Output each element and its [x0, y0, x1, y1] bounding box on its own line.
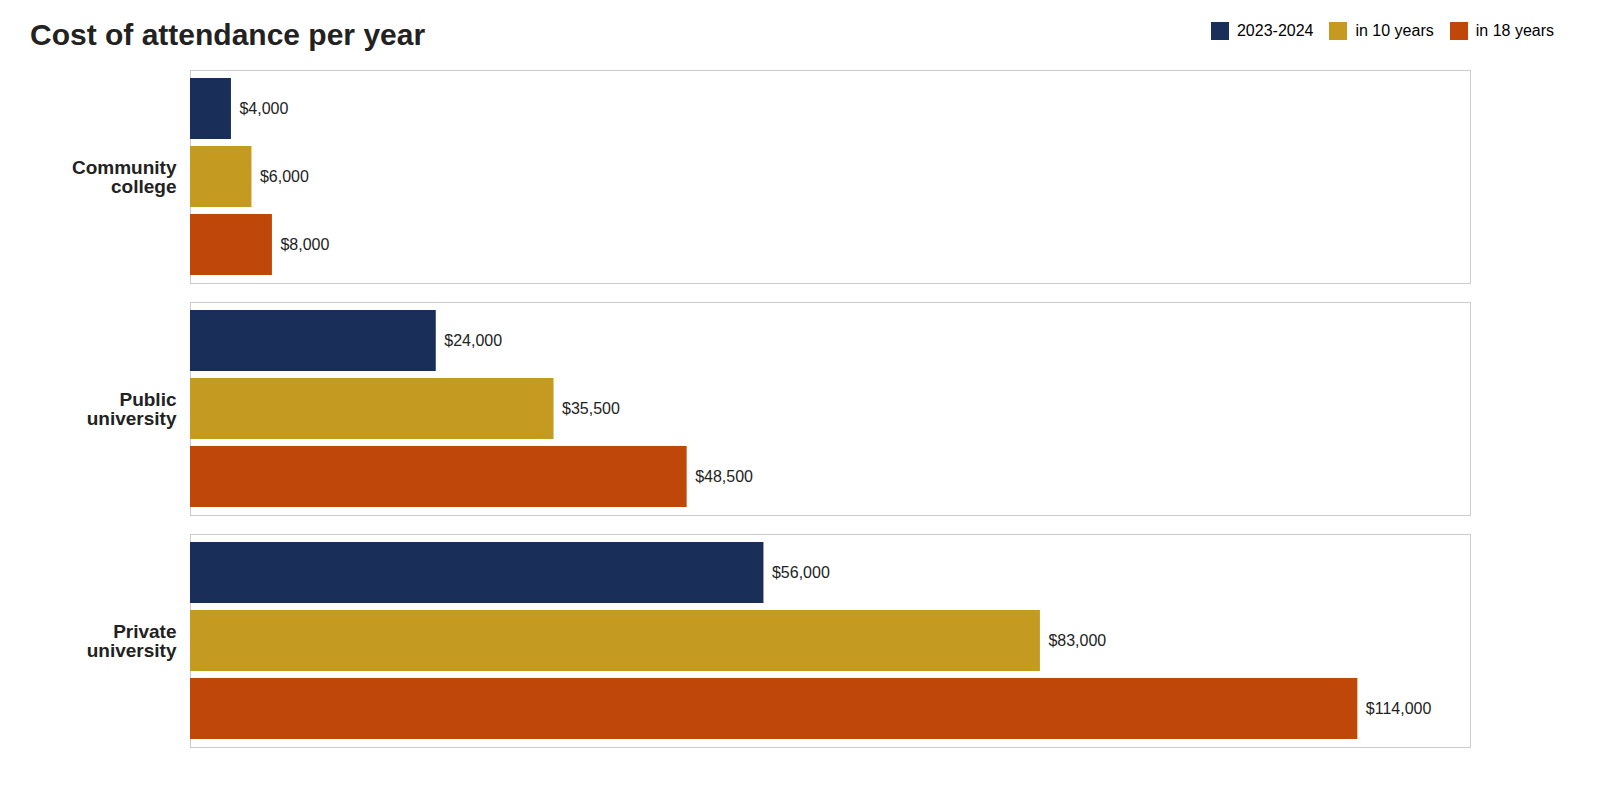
svg-text:Communitycollege: Communitycollege — [72, 157, 177, 197]
svg-text:$4,000: $4,000 — [239, 100, 288, 117]
html-text:in 10 years: in 10 years — [1355, 21, 1434, 39]
svg-text:$8,000: $8,000 — [280, 236, 329, 253]
svg-text:$83,000: $83,000 — [1048, 632, 1106, 649]
svg-text:$114,000: $114,000 — [1366, 700, 1432, 717]
html-text:2023-2024: 2023-2024 — [1237, 21, 1314, 39]
svg-text:Publicuniversity: Publicuniversity — [87, 389, 177, 429]
svg-text:$56,000: $56,000 — [772, 564, 830, 581]
svg-text:$24,000: $24,000 — [444, 332, 502, 349]
html-text:Cost of attendance per year: Cost of attendance per year — [30, 17, 426, 51]
svg-text:$35,500: $35,500 — [562, 400, 620, 417]
svg-text:$6,000: $6,000 — [260, 168, 309, 185]
html-text:in 18 years: in 18 years — [1475, 21, 1554, 39]
svg-text:Privateuniversity: Privateuniversity — [87, 621, 177, 661]
svg-text:$48,500: $48,500 — [695, 468, 753, 485]
